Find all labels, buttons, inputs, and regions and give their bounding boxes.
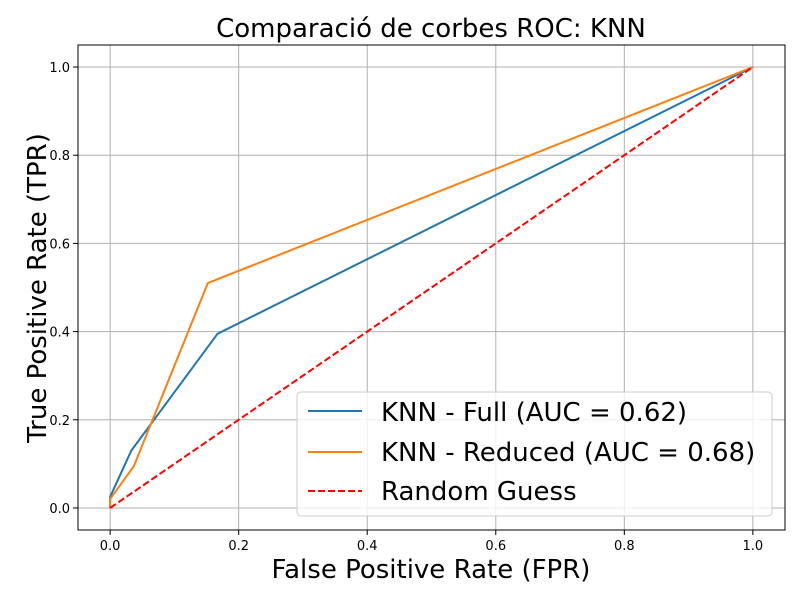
x-tick-label: 1.0 bbox=[743, 539, 764, 554]
x-tick-label: 0.2 bbox=[228, 539, 249, 554]
legend-box bbox=[296, 391, 773, 517]
y-tick-label: 0.4 bbox=[49, 326, 70, 341]
legend-label-reduced: KNN - Reduced (AUC = 0.68) bbox=[381, 438, 755, 468]
legend-label-random: Random Guess bbox=[381, 477, 577, 507]
y-tick-label: 1.0 bbox=[49, 61, 70, 76]
plot-frame bbox=[77, 44, 786, 531]
y-tick-label: 0.6 bbox=[49, 237, 70, 252]
series-lines bbox=[109, 66, 754, 509]
x-tick-label: 0.0 bbox=[100, 539, 121, 554]
x-axis-label: False Positive Rate (FPR) bbox=[272, 555, 591, 585]
x-tick-label: 0.8 bbox=[614, 539, 635, 554]
y-tick-label: 0.0 bbox=[49, 502, 70, 517]
y-tick-label: 0.8 bbox=[49, 149, 70, 164]
axis-ticks: 0.0 0.2 0.4 0.6 0.8 1.0 0.0 0.2 0.4 0.6 0.8 1.0 bbox=[49, 61, 763, 554]
grid-lines bbox=[78, 45, 785, 530]
x-tick-label: 0.6 bbox=[485, 539, 506, 554]
y-tick-label: 0.2 bbox=[49, 414, 70, 429]
y-axis-label: True Positive Rate (TPR) bbox=[23, 133, 53, 444]
legend-label-full: KNN - Full (AUC = 0.62) bbox=[381, 398, 687, 428]
x-tick-label: 0.4 bbox=[357, 539, 378, 554]
series-line-knn-reduced bbox=[109, 66, 754, 508]
legend: KNN - Full (AUC = 0.62) KNN - Reduced (A… bbox=[296, 391, 773, 517]
chart-title: Comparació de corbes ROC: KNN bbox=[216, 14, 646, 44]
